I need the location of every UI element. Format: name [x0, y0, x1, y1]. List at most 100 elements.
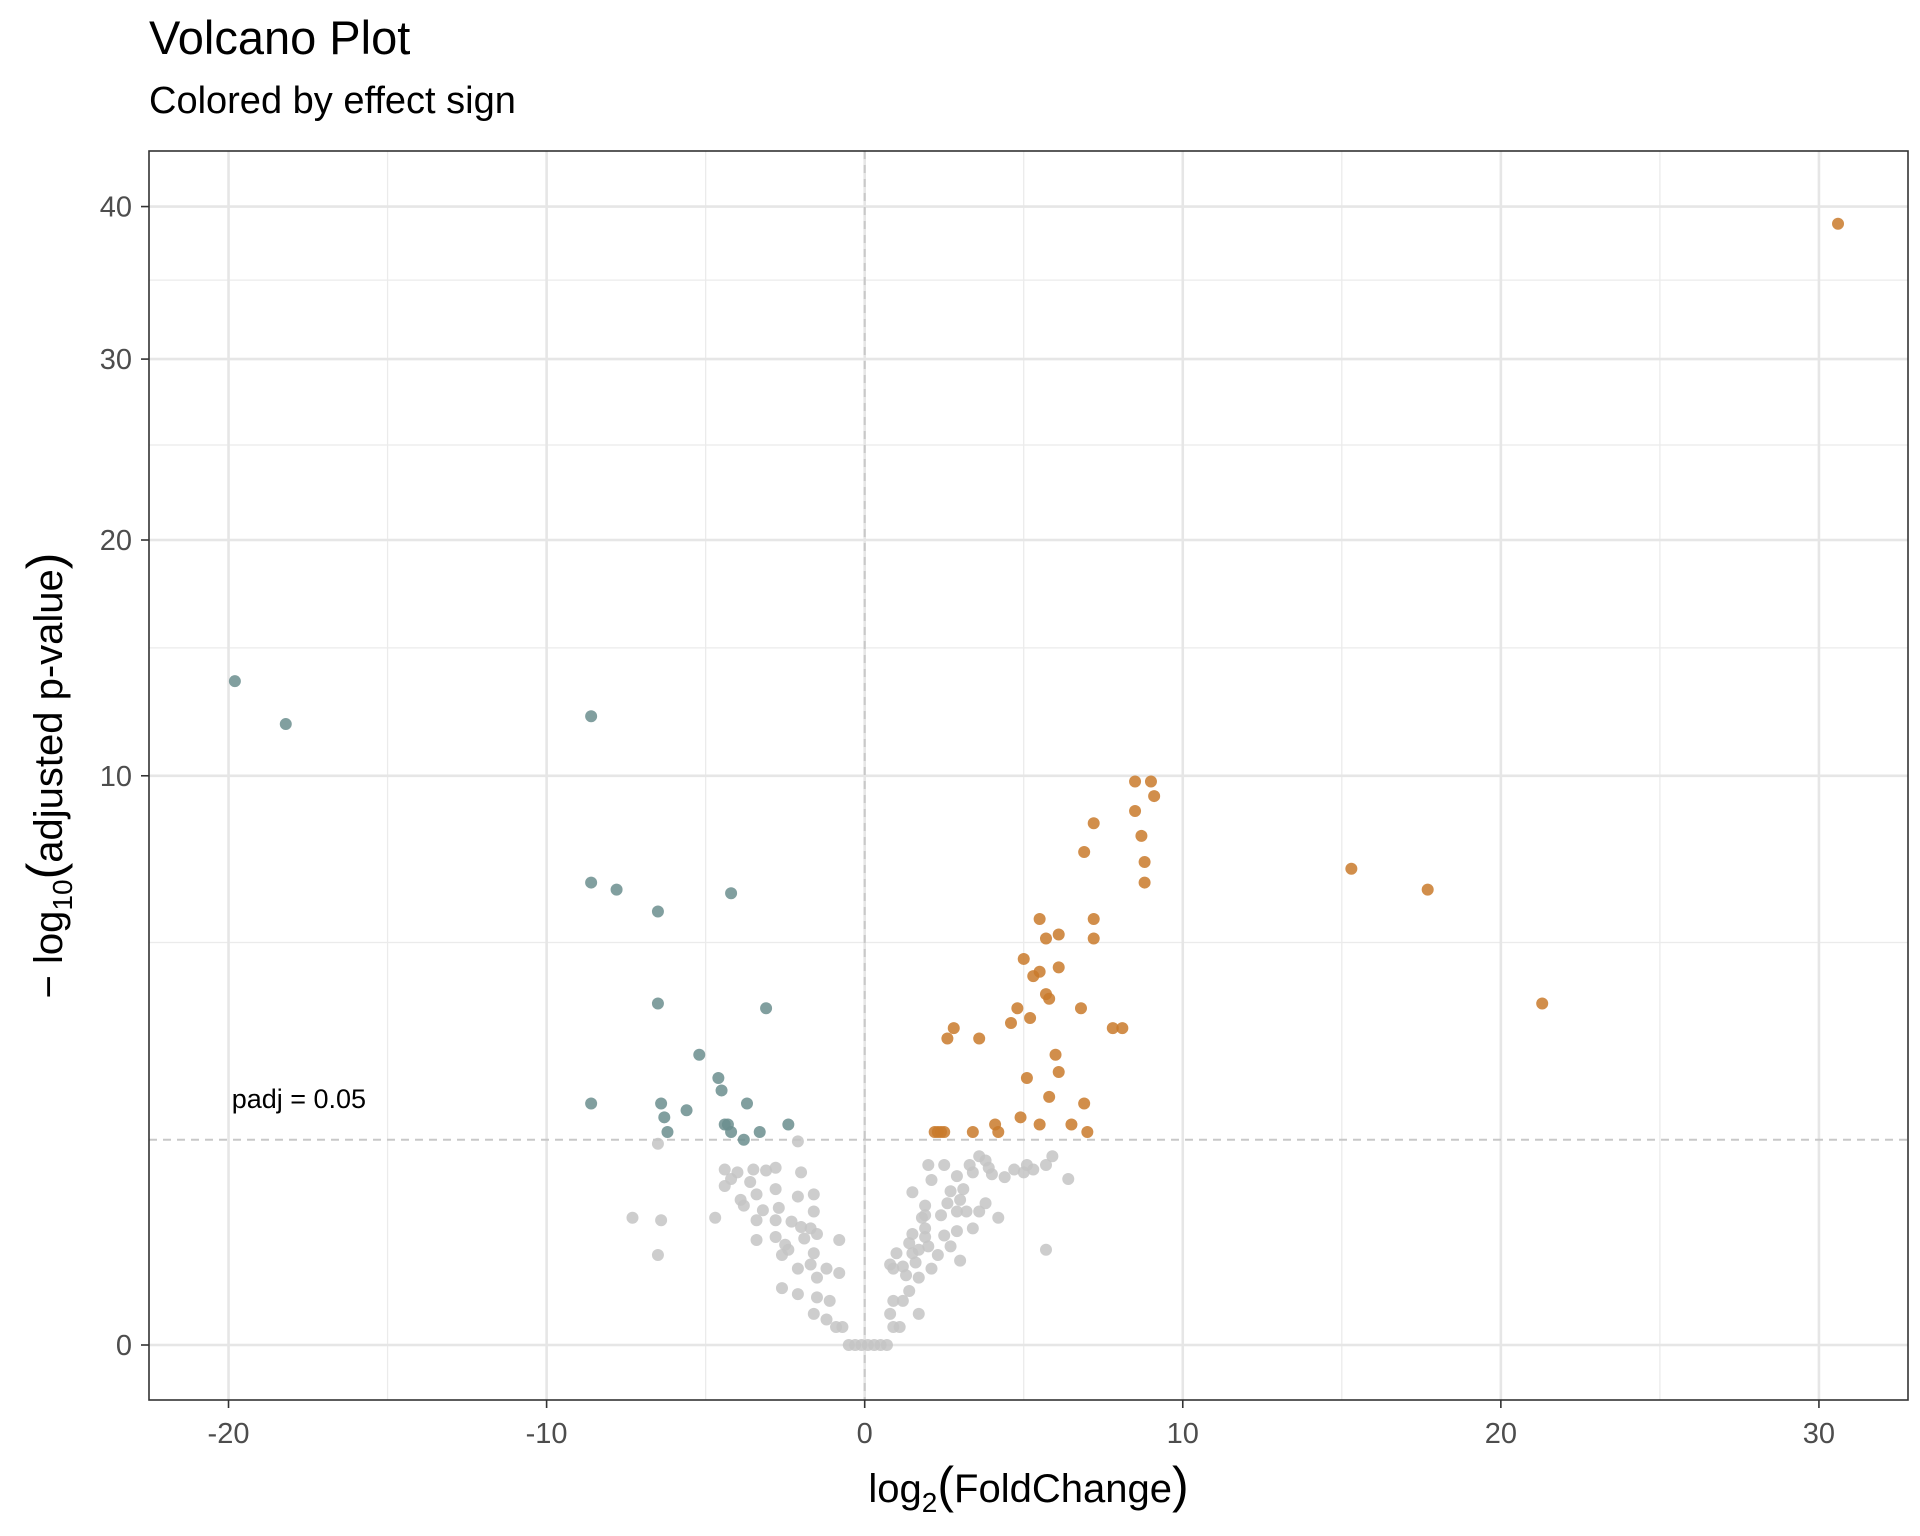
point-nonsig — [944, 1185, 957, 1198]
x-axis-title-prefix: log — [868, 1467, 921, 1511]
point-nonsig — [887, 1294, 900, 1307]
y-tick-label: 0 — [116, 1330, 132, 1362]
point-nonsig — [833, 1234, 846, 1247]
point-positive — [1081, 1126, 1094, 1139]
x-tick-label: 30 — [1803, 1418, 1835, 1450]
point-nonsig — [775, 1248, 788, 1261]
x-tick-label: 10 — [1167, 1418, 1199, 1450]
point-positive — [1052, 1066, 1065, 1079]
point-nonsig — [820, 1262, 833, 1275]
point-nonsig — [950, 1170, 963, 1183]
y-tick-label: 10 — [100, 761, 132, 793]
point-negative — [661, 1126, 674, 1139]
point-nonsig — [651, 1137, 664, 1150]
point-positive — [1039, 932, 1052, 945]
point-nonsig — [626, 1211, 639, 1224]
point-nonsig — [979, 1154, 992, 1167]
point-nonsig — [1046, 1150, 1059, 1163]
point-nonsig — [810, 1271, 823, 1284]
point-nonsig — [903, 1284, 916, 1297]
point-nonsig — [973, 1205, 986, 1218]
point-positive — [1129, 805, 1142, 818]
point-nonsig — [651, 1248, 664, 1261]
point-negative — [715, 1084, 728, 1097]
point-positive — [1106, 1022, 1119, 1035]
point-positive — [1011, 1002, 1024, 1015]
point-positive — [1345, 862, 1358, 875]
point-positive — [1005, 1017, 1018, 1030]
point-nonsig — [922, 1158, 935, 1171]
x-tick-label: 20 — [1485, 1418, 1517, 1450]
point-negative — [651, 905, 664, 918]
point-nonsig — [925, 1262, 938, 1275]
point-positive — [1129, 775, 1142, 788]
point-positive — [1087, 932, 1100, 945]
point-nonsig — [769, 1214, 782, 1227]
point-nonsig — [941, 1197, 954, 1210]
point-nonsig — [944, 1240, 957, 1253]
point-positive — [973, 1032, 986, 1045]
point-nonsig — [747, 1163, 760, 1176]
point-nonsig — [820, 1313, 833, 1326]
y-tick-label: 40 — [100, 192, 132, 224]
point-nonsig — [804, 1258, 817, 1271]
point-nonsig — [833, 1266, 846, 1279]
point-negative — [737, 1133, 750, 1146]
x-tick-label: 0 — [857, 1418, 873, 1450]
point-negative — [655, 1097, 668, 1110]
chart-title: Volcano Plot — [149, 11, 411, 64]
point-negative — [279, 718, 292, 731]
point-nonsig — [992, 1211, 1005, 1224]
x-axis-title-inner: FoldChange — [954, 1467, 1172, 1511]
point-nonsig — [807, 1307, 820, 1320]
point-nonsig — [896, 1260, 909, 1273]
point-positive — [1087, 913, 1100, 926]
point-positive — [938, 1126, 951, 1139]
point-negative — [680, 1104, 693, 1117]
point-nonsig — [963, 1158, 976, 1171]
point-nonsig — [769, 1183, 782, 1196]
point-nonsig — [912, 1271, 925, 1284]
point-nonsig — [791, 1135, 804, 1148]
x-axis-title: log2(FoldChange) — [868, 1457, 1188, 1518]
point-nonsig — [769, 1230, 782, 1243]
point-positive — [1049, 1048, 1062, 1061]
y-tick-label: 20 — [100, 525, 132, 557]
point-nonsig — [775, 1282, 788, 1295]
y-axis-title-subscript: 10 — [47, 879, 78, 910]
x-axis-title-subscript: 2 — [922, 1487, 938, 1518]
point-nonsig — [655, 1214, 668, 1227]
point-nonsig — [807, 1247, 820, 1260]
point-nonsig — [884, 1307, 897, 1320]
point-positive — [992, 1126, 1005, 1139]
point-positive — [1116, 1022, 1129, 1035]
point-negative — [760, 1002, 773, 1015]
point-nonsig — [906, 1228, 919, 1241]
point-nonsig — [718, 1163, 731, 1176]
point-positive — [1138, 876, 1151, 889]
point-nonsig — [810, 1291, 823, 1304]
point-positive — [941, 1032, 954, 1045]
point-nonsig — [718, 1180, 731, 1193]
point-positive — [1536, 997, 1549, 1010]
point-nonsig — [998, 1171, 1011, 1184]
point-negative — [753, 1126, 766, 1139]
point-positive — [1148, 790, 1161, 803]
y-axis-title: − log10(adjusted p-value) — [17, 553, 78, 999]
point-positive — [1043, 992, 1056, 1005]
point-positive — [1014, 1111, 1027, 1124]
point-negative — [610, 883, 623, 896]
point-nonsig — [823, 1294, 836, 1307]
point-positive — [947, 1022, 960, 1035]
point-positive — [1052, 928, 1065, 941]
point-positive — [1043, 1090, 1056, 1103]
point-nonsig — [709, 1211, 722, 1224]
point-positive — [1135, 829, 1148, 842]
point-nonsig — [935, 1209, 948, 1222]
point-nonsig — [756, 1204, 769, 1217]
point-positive — [966, 1126, 979, 1139]
point-positive — [1832, 217, 1845, 230]
point-nonsig — [890, 1247, 903, 1260]
point-positive — [1065, 1118, 1078, 1131]
